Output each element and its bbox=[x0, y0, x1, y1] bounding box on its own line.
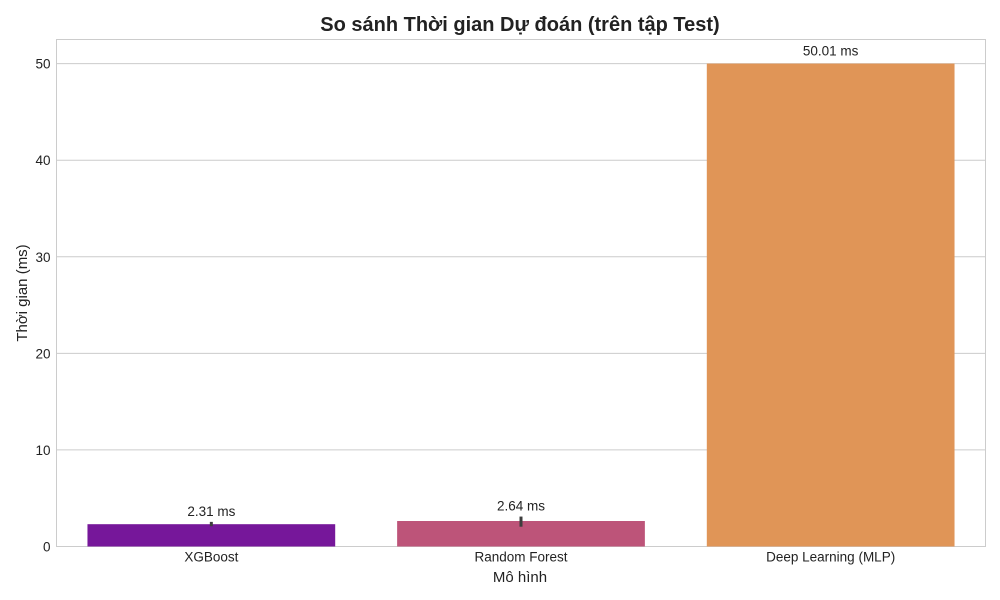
bars bbox=[87, 63, 955, 547]
bar bbox=[87, 524, 336, 547]
y-tick-label: 20 bbox=[35, 346, 50, 361]
x-tick-label: Random Forest bbox=[474, 550, 567, 565]
data-label: 2.31 ms bbox=[187, 504, 235, 519]
error-bars bbox=[209, 516, 523, 527]
chart-title: So sánh Thời gian Dự đoán (trên tập Test… bbox=[320, 14, 719, 36]
y-ticks: 0 10 20 30 40 50 bbox=[35, 57, 50, 555]
bar bbox=[706, 63, 955, 547]
y-tick-label: 40 bbox=[35, 153, 50, 168]
x-tick-label: Deep Learning (MLP) bbox=[766, 550, 895, 565]
x-tick-label: XGBoost bbox=[184, 550, 238, 565]
data-labels: 2.31 ms 2.64 ms 50.01 ms bbox=[187, 44, 858, 519]
y-tick-label: 30 bbox=[35, 250, 50, 265]
x-ticks: XGBoost Random Forest Deep Learning (MLP) bbox=[184, 550, 895, 565]
y-tick-label: 10 bbox=[35, 443, 50, 458]
y-tick-label: 0 bbox=[43, 540, 51, 555]
y-axis-label: Thời gian (ms) bbox=[14, 244, 31, 341]
x-axis-label: Mô hình bbox=[493, 569, 547, 586]
y-tick-label: 50 bbox=[35, 57, 50, 72]
data-label: 2.64 ms bbox=[497, 499, 545, 514]
data-label: 50.01 ms bbox=[803, 44, 859, 59]
